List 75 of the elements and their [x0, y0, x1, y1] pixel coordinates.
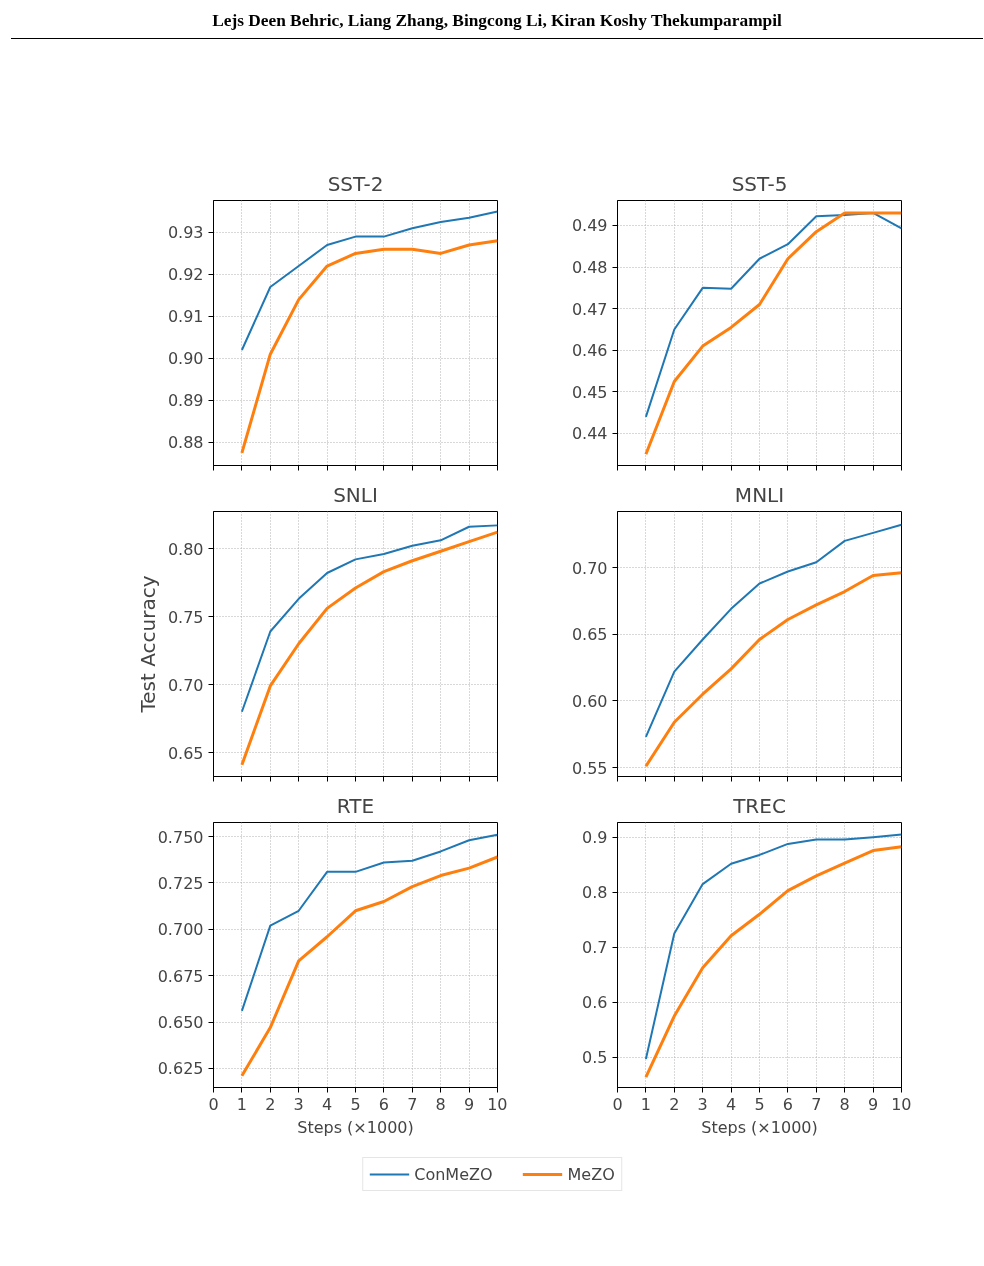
y-tick-label: 0.6 — [582, 993, 608, 1013]
y-tick-label: 0.46 — [571, 341, 608, 361]
y-tick-label: 0.45 — [571, 382, 608, 402]
line-series — [644, 571, 902, 768]
y-tick-label: 0.5 — [582, 1048, 608, 1068]
y-tick-label: 0.49 — [571, 216, 608, 236]
text: Lejs Deen Behric, Liang Zhang, Bingcong Li, Kiran Koshy Thekumparampil — [212, 10, 782, 32]
line-series — [644, 211, 902, 456]
y-tick-label: 0.7 — [582, 938, 608, 958]
x-tick-label: 5 — [754, 1094, 765, 1114]
y-tick-label: 0.675 — [157, 966, 204, 986]
x-tick-label: 5 — [350, 1094, 361, 1114]
line-series — [644, 211, 902, 418]
x-tick-label: 9 — [868, 1094, 879, 1114]
y-tick-label: 0.725 — [157, 873, 204, 893]
x-tick-label: 4 — [322, 1094, 333, 1114]
x-tick-label: 2 — [669, 1094, 680, 1114]
line-series — [240, 855, 498, 1078]
chart-title: TREC — [732, 793, 786, 818]
chart-title: RTE — [336, 793, 375, 818]
chart-title: SST-2 — [327, 171, 384, 196]
y-tick-label: 0.55 — [571, 758, 608, 778]
x-tick-label: 1 — [640, 1094, 651, 1114]
x-tick-label: 7 — [407, 1094, 418, 1114]
y-tick-label: 0.90 — [167, 349, 204, 369]
y-tick-label: 0.60 — [571, 691, 608, 711]
y-tick-label: 0.93 — [167, 223, 204, 243]
x-tick-label: 4 — [726, 1094, 737, 1114]
chart-title: SST-5 — [731, 171, 788, 196]
y-tick-label: 0.750 — [157, 827, 204, 847]
x-tick-label: 6 — [378, 1094, 389, 1114]
x-tick-label: 3 — [293, 1094, 304, 1114]
y-tick-label: 0.70 — [167, 675, 204, 695]
x-tick-label: 0 — [612, 1094, 623, 1114]
x-tick-label: 7 — [811, 1094, 822, 1114]
y-tick-label: 0.47 — [571, 299, 608, 319]
x-axis-title: Steps (×1000) — [297, 1117, 414, 1137]
y-tick-label: 0.70 — [571, 558, 608, 578]
line-series — [240, 530, 498, 767]
y-tick-label: 0.92 — [167, 265, 204, 285]
x-tick-label: 10 — [891, 1094, 912, 1114]
x-tick-label: 8 — [435, 1094, 446, 1114]
x-tick-label: 0 — [208, 1094, 219, 1114]
y-tick-label: 0.8 — [582, 883, 608, 903]
x-tick-label: 1 — [236, 1094, 247, 1114]
y-tick-label: 0.650 — [157, 1013, 204, 1033]
line-series — [240, 239, 498, 455]
legend-label: MeZO — [567, 1164, 615, 1184]
y-tick-label: 0.48 — [571, 258, 608, 278]
y-tick-label: 0.65 — [167, 743, 204, 763]
y-tick-label: 0.625 — [157, 1059, 204, 1079]
y-tick-label: 0.91 — [167, 307, 204, 327]
line-series — [644, 523, 902, 738]
x-axis-title: Steps (×1000) — [701, 1117, 818, 1137]
y-tick-label: 0.80 — [167, 539, 204, 559]
line-series — [240, 524, 498, 713]
legend-label: ConMeZO — [414, 1164, 493, 1184]
chart-title: SNLI — [333, 482, 378, 507]
x-tick-label: 2 — [265, 1094, 276, 1114]
x-tick-label: 3 — [697, 1094, 708, 1114]
y-tick-label: 0.700 — [157, 920, 204, 940]
line-series — [240, 210, 498, 352]
y-tick-label: 0.88 — [167, 433, 204, 453]
x-tick-label: 6 — [782, 1094, 793, 1114]
y-axis-title: Test Accuracy — [135, 575, 160, 714]
chart-title: MNLI — [734, 482, 785, 507]
x-tick-label: 9 — [464, 1094, 475, 1114]
y-tick-label: 0.44 — [571, 424, 608, 444]
y-tick-label: 0.89 — [167, 391, 204, 411]
x-tick-label: 10 — [487, 1094, 508, 1114]
y-tick-label: 0.75 — [167, 607, 204, 627]
y-tick-label: 0.9 — [582, 828, 608, 848]
y-tick-label: 0.65 — [571, 625, 608, 645]
line-series — [240, 833, 498, 1012]
x-tick-label: 8 — [839, 1094, 850, 1114]
